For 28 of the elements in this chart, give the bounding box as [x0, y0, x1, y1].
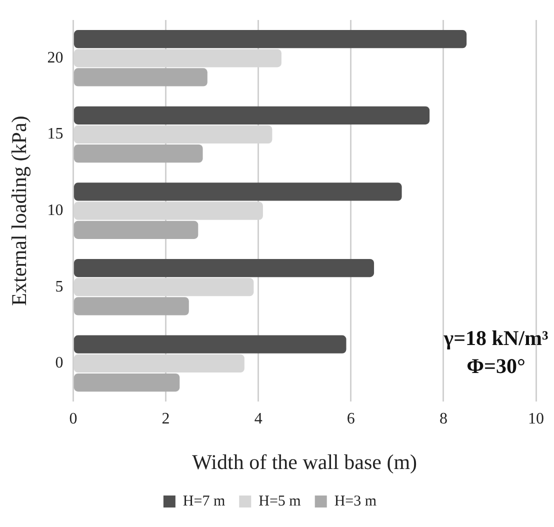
bar	[74, 258, 374, 278]
x-tick-label: 2	[162, 410, 170, 428]
x-tick-label: 6	[346, 410, 355, 428]
y-tick-label: 15	[47, 126, 64, 143]
y-tick-label: 5	[55, 278, 64, 296]
bar	[74, 182, 402, 201]
legend-label: H=5 m	[258, 493, 302, 510]
x-tick-label: 8	[439, 410, 448, 428]
x-tick-label: 4	[254, 410, 262, 428]
bar	[74, 373, 180, 392]
bar	[74, 106, 430, 124]
y-tick-label: 0	[55, 354, 64, 372]
x-axis-title: Width of the wall base (m)	[192, 450, 418, 474]
bar	[74, 297, 189, 316]
annotation: Φ=30°	[466, 354, 526, 378]
x-tick-label: 10	[528, 410, 544, 428]
y-tick-label: 10	[47, 202, 64, 220]
bar	[74, 68, 208, 86]
y-tick-label: 20	[47, 49, 64, 66]
legend-label: H=7 m	[182, 493, 226, 510]
y-axis-title: External loading (kPa)	[7, 116, 32, 306]
x-tick-label: 0	[69, 410, 78, 428]
annotation: γ=18 kN/m³	[442, 326, 548, 350]
bar	[74, 220, 198, 239]
bar	[74, 335, 346, 354]
legend-label: H=3 m	[334, 493, 377, 510]
bar	[74, 30, 467, 48]
bar	[74, 144, 203, 163]
